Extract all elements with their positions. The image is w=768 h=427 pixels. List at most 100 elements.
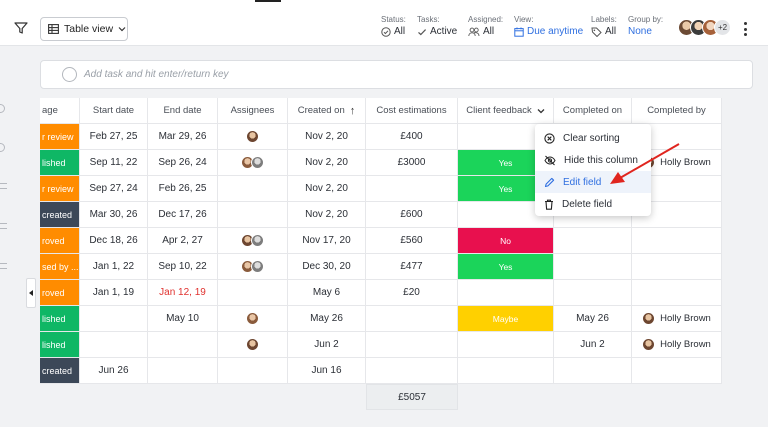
created-on-cell[interactable]: Nov 2, 20: [288, 176, 366, 202]
completed-on-cell[interactable]: May 26: [554, 306, 632, 332]
column-header[interactable]: Assignees: [218, 98, 288, 124]
assignees-cell[interactable]: [218, 332, 288, 358]
menu-item-delete-field[interactable]: Delete field: [535, 193, 651, 215]
client-feedback-cell[interactable]: [458, 358, 554, 384]
end-date-cell[interactable]: Feb 26, 25: [148, 176, 218, 202]
collapse-panel-button[interactable]: [26, 278, 36, 308]
chevron-down-icon[interactable]: [537, 108, 545, 114]
completed-by-cell[interactable]: [632, 254, 722, 280]
column-header[interactable]: Client feedback: [458, 98, 554, 124]
stage-cell[interactable]: roved: [40, 280, 80, 306]
completed-by-cell[interactable]: [632, 280, 722, 306]
menu-item-hide-this-column[interactable]: Hide this column: [535, 149, 651, 171]
stage-cell[interactable]: created: [40, 358, 80, 384]
add-task-input[interactable]: Add task and hit enter/return key: [84, 69, 229, 80]
created-on-cell[interactable]: Jun 2: [288, 332, 366, 358]
cost-cell[interactable]: £400: [366, 124, 458, 150]
stage-cell[interactable]: roved: [40, 228, 80, 254]
stage-cell[interactable]: r review: [40, 176, 80, 202]
created-on-cell[interactable]: Dec 30, 20: [288, 254, 366, 280]
menu-item-edit-field[interactable]: Edit field: [535, 171, 651, 193]
column-header[interactable]: Completed on: [554, 98, 632, 124]
assignees-cell[interactable]: [218, 306, 288, 332]
cost-cell[interactable]: £20: [366, 280, 458, 306]
add-task-bar[interactable]: Add task and hit enter/return key: [40, 60, 753, 89]
created-on-cell[interactable]: Nov 2, 20: [288, 202, 366, 228]
assignees-cell[interactable]: [218, 150, 288, 176]
assignees-cell[interactable]: [218, 358, 288, 384]
column-header[interactable]: End date: [148, 98, 218, 124]
end-date-cell[interactable]: Dec 17, 26: [148, 202, 218, 228]
menu-item-clear-sorting[interactable]: Clear sorting: [535, 127, 651, 149]
end-date-cell[interactable]: Mar 29, 26: [148, 124, 218, 150]
completed-by-cell[interactable]: Holly Brown: [632, 306, 722, 332]
completed-by-cell[interactable]: [632, 228, 722, 254]
column-header[interactable]: Cost estimations: [366, 98, 458, 124]
cost-cell[interactable]: [366, 306, 458, 332]
end-date-cell[interactable]: Sep 10, 22: [148, 254, 218, 280]
filter-assigned[interactable]: Assigned: All: [468, 15, 503, 37]
start-date-cell[interactable]: Sep 27, 24: [80, 176, 148, 202]
client-feedback-cell[interactable]: No: [458, 228, 554, 254]
created-on-cell[interactable]: Nov 2, 20: [288, 124, 366, 150]
cost-cell[interactable]: [366, 332, 458, 358]
filter-icon[interactable]: [14, 21, 28, 35]
assignees-cell[interactable]: [218, 228, 288, 254]
end-date-cell[interactable]: Apr 2, 27: [148, 228, 218, 254]
end-date-cell[interactable]: May 10: [148, 306, 218, 332]
completed-on-cell[interactable]: Jun 2: [554, 332, 632, 358]
filter-labels[interactable]: Labels: All: [591, 15, 617, 37]
created-on-cell[interactable]: Nov 17, 20: [288, 228, 366, 254]
start-date-cell[interactable]: Jan 1, 22: [80, 254, 148, 280]
column-header[interactable]: Completed by: [632, 98, 722, 124]
stage-cell[interactable]: lished: [40, 332, 80, 358]
assignees-cell[interactable]: [218, 254, 288, 280]
completed-on-cell[interactable]: [554, 280, 632, 306]
team-members[interactable]: +2: [678, 19, 731, 36]
assignees-cell[interactable]: [218, 124, 288, 150]
completed-on-cell[interactable]: [554, 254, 632, 280]
stage-cell[interactable]: created: [40, 202, 80, 228]
cost-cell[interactable]: £560: [366, 228, 458, 254]
end-date-cell[interactable]: [148, 358, 218, 384]
completed-on-cell[interactable]: [554, 358, 632, 384]
filter-groupby[interactable]: Group by: None: [628, 15, 663, 37]
start-date-cell[interactable]: [80, 306, 148, 332]
start-date-cell[interactable]: Feb 27, 25: [80, 124, 148, 150]
column-header[interactable]: age: [40, 98, 80, 124]
stage-cell[interactable]: r review: [40, 124, 80, 150]
cost-cell[interactable]: £3000: [366, 150, 458, 176]
start-date-cell[interactable]: [80, 332, 148, 358]
cost-cell[interactable]: [366, 176, 458, 202]
end-date-cell[interactable]: Sep 26, 24: [148, 150, 218, 176]
column-header[interactable]: Created on ↑: [288, 98, 366, 124]
end-date-cell[interactable]: Jan 12, 19: [148, 280, 218, 306]
created-on-cell[interactable]: May 6: [288, 280, 366, 306]
completed-by-cell[interactable]: [632, 358, 722, 384]
start-date-cell[interactable]: Sep 11, 22: [80, 150, 148, 176]
stage-cell[interactable]: sed by ...: [40, 254, 80, 280]
start-date-cell[interactable]: Jan 1, 19: [80, 280, 148, 306]
stage-cell[interactable]: lished: [40, 306, 80, 332]
cost-cell[interactable]: [366, 358, 458, 384]
assignees-cell[interactable]: [218, 202, 288, 228]
start-date-cell[interactable]: Jun 26: [80, 358, 148, 384]
created-on-cell[interactable]: May 26: [288, 306, 366, 332]
view-selector-button[interactable]: Table view: [40, 17, 128, 41]
more-options-icon[interactable]: [744, 22, 747, 36]
client-feedback-cell[interactable]: Yes: [458, 254, 554, 280]
end-date-cell[interactable]: [148, 332, 218, 358]
filter-view[interactable]: View: Due anytime: [514, 15, 583, 37]
created-on-cell[interactable]: Jun 16: [288, 358, 366, 384]
client-feedback-cell[interactable]: [458, 332, 554, 358]
filter-status[interactable]: Status: All: [381, 15, 406, 37]
column-header[interactable]: Start date: [80, 98, 148, 124]
cost-cell[interactable]: £600: [366, 202, 458, 228]
completed-by-cell[interactable]: Holly Brown: [632, 332, 722, 358]
cost-cell[interactable]: £477: [366, 254, 458, 280]
start-date-cell[interactable]: Mar 30, 26: [80, 202, 148, 228]
start-date-cell[interactable]: Dec 18, 26: [80, 228, 148, 254]
filter-tasks[interactable]: Tasks: Active: [417, 15, 457, 37]
client-feedback-cell[interactable]: [458, 280, 554, 306]
client-feedback-cell[interactable]: Maybe: [458, 306, 554, 332]
